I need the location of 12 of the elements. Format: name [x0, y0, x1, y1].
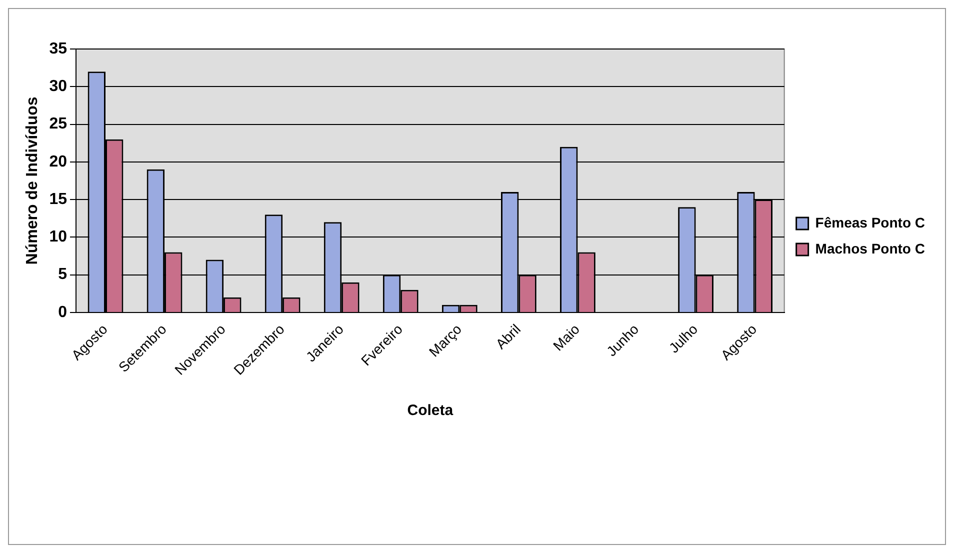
y-tick-label: 10	[49, 228, 68, 246]
y-tick-label: 5	[58, 266, 68, 284]
x-axis-title: Coleta	[407, 402, 454, 420]
y-tick-label: 25	[49, 116, 68, 133]
legend-label: Fêmeas Ponto C	[815, 214, 926, 230]
y-tick-label: 0	[58, 304, 68, 321]
y-tick-label: 35	[49, 40, 68, 58]
y-tick-label: 30	[49, 78, 68, 96]
y-tick-label: 20	[49, 153, 68, 170]
y-tick-label: 15	[49, 190, 68, 208]
legend-label: Machos Ponto C	[815, 240, 925, 256]
y-axis-title: Número de Indivíduos	[24, 96, 42, 265]
